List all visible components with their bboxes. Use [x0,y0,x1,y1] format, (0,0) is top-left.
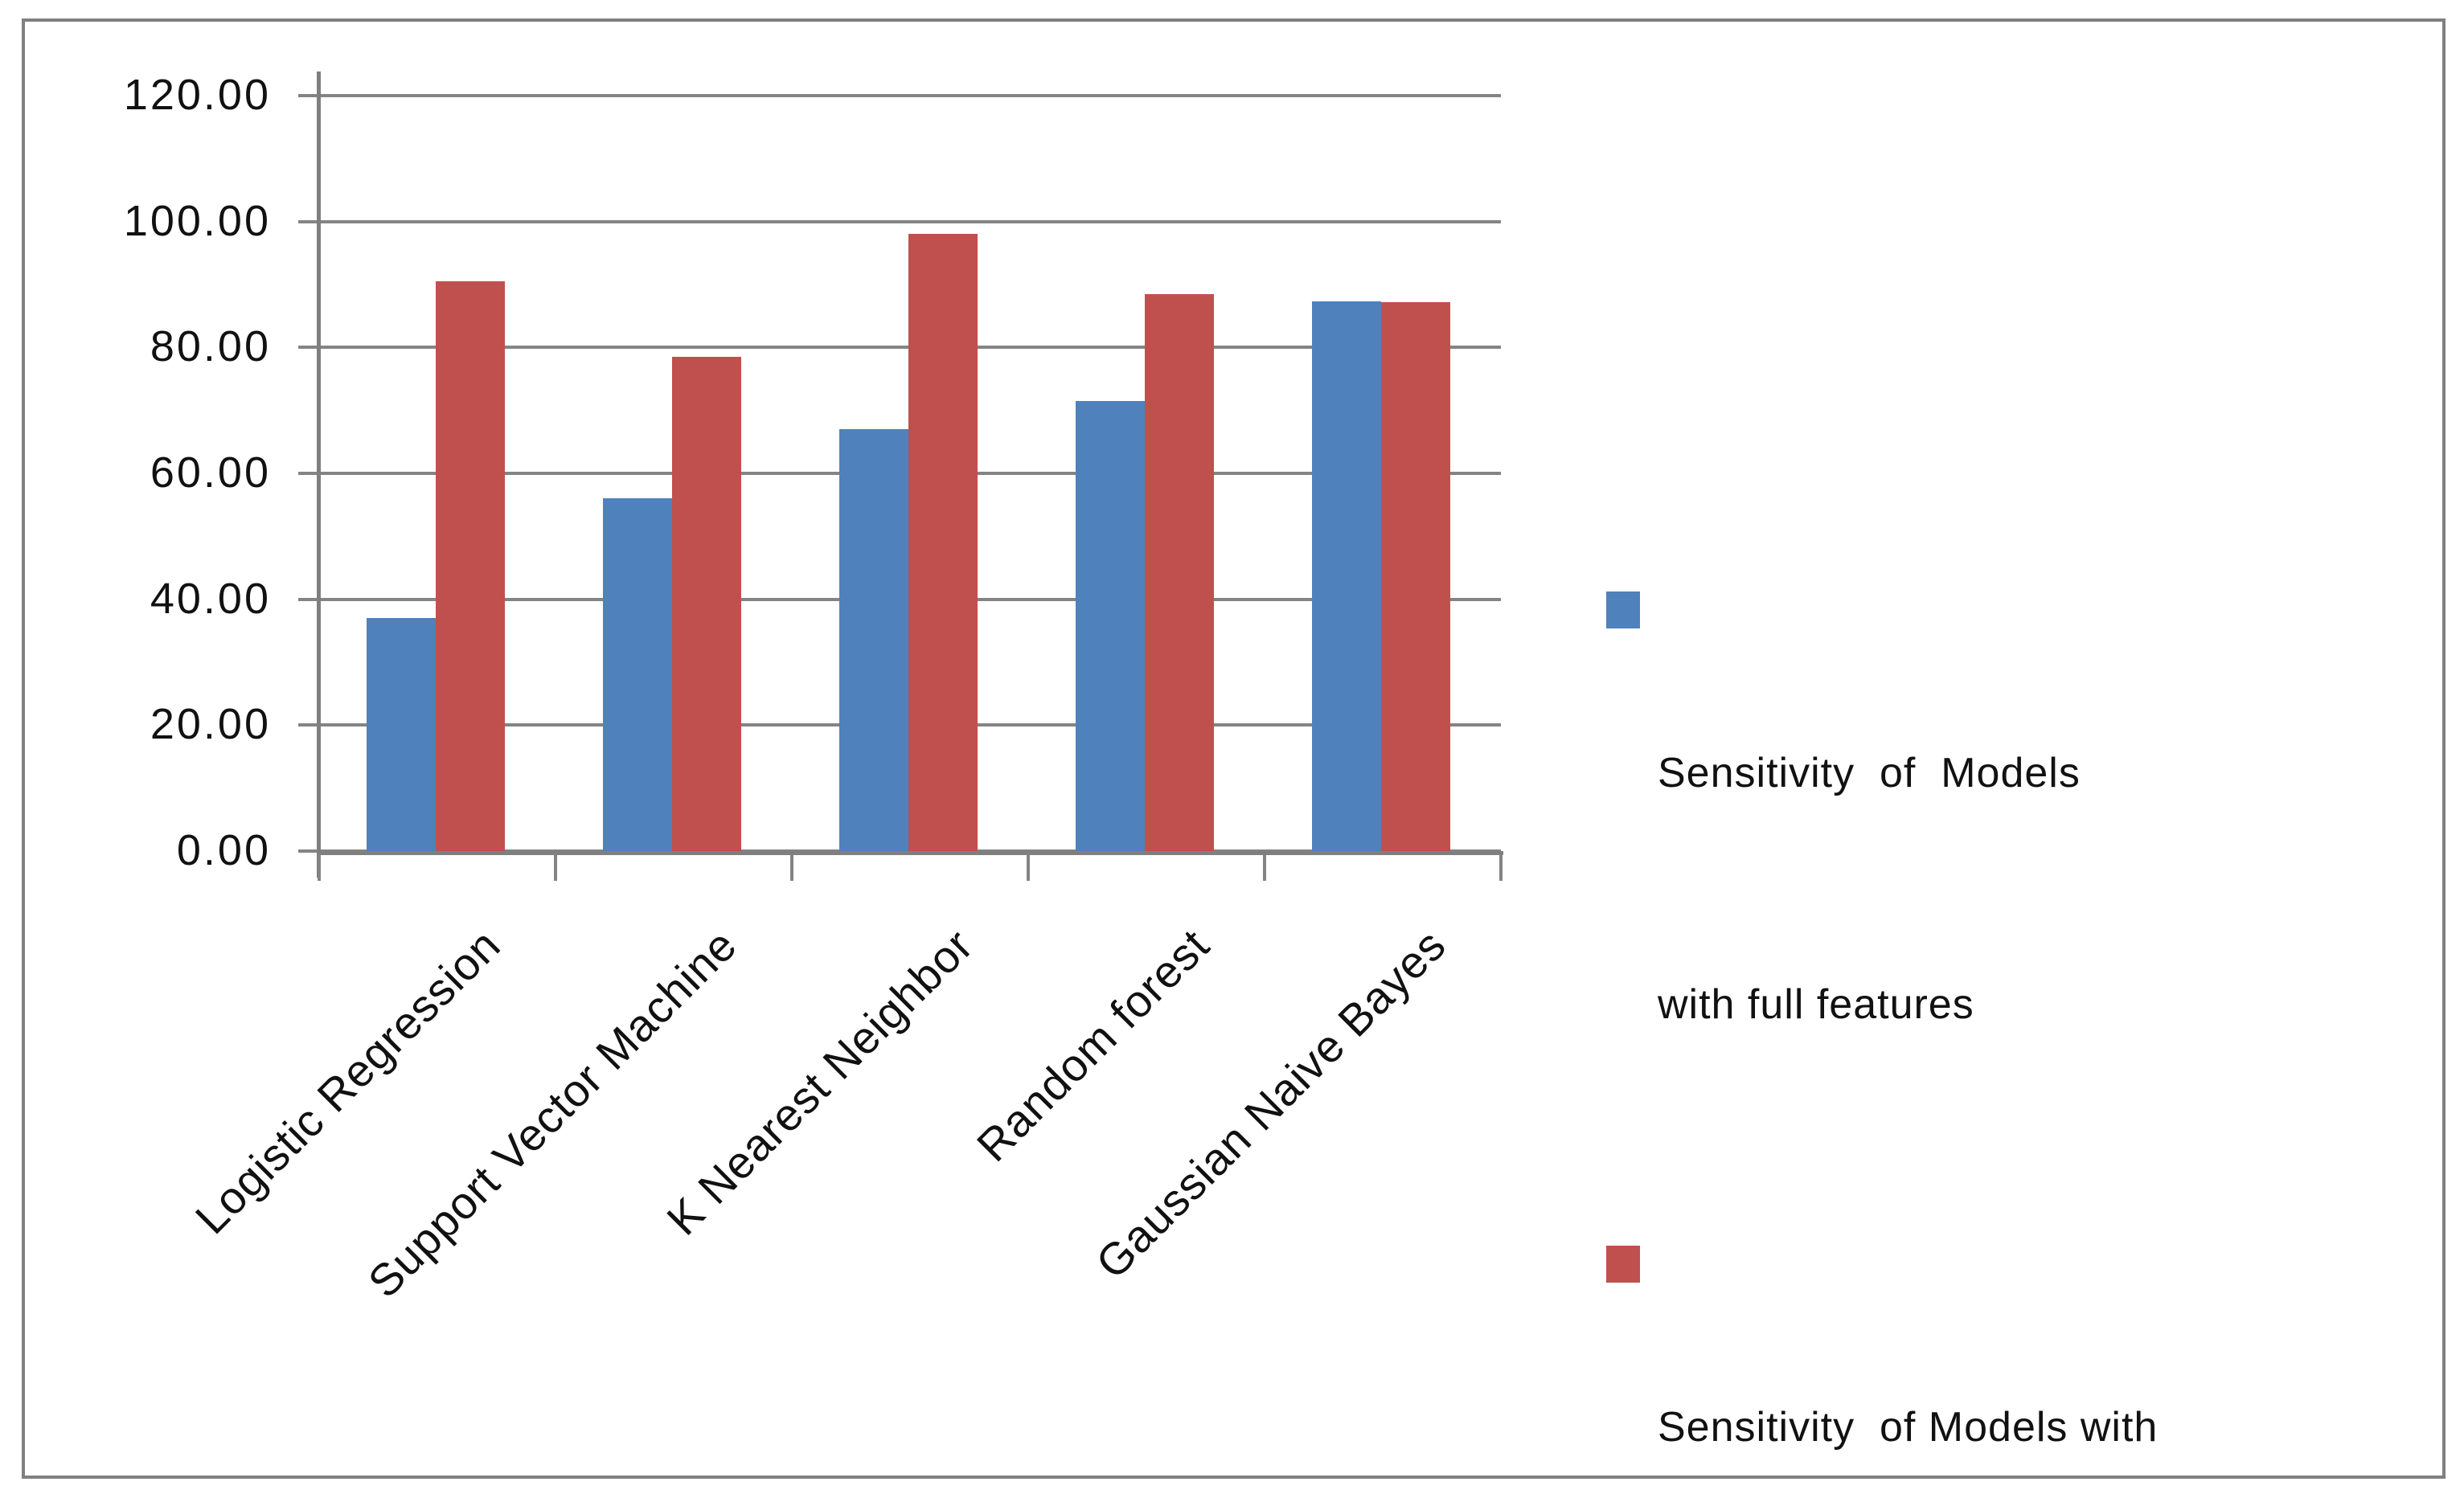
legend: Sensitivity of Models with full features… [1606,580,2158,1494]
bar-series1-k-nearest-neighbor [839,429,908,851]
plot-area [298,72,1503,881]
x-axis-tick [1263,854,1266,881]
y-axis-tick [298,597,319,601]
y-tick-label-20.00: 20.00 [150,700,271,749]
y-tick-label-120.00: 120.00 [123,71,271,119]
x-axis-tick [318,854,321,881]
bar-series1-gaussian-naive-bayes [1312,301,1381,851]
y-tick-label-40.00: 40.00 [150,574,271,623]
y-axis-tick [298,94,319,97]
legend-label-line: Sensitivity of Models with [1658,1404,2159,1451]
bar-series2-random-forest [1145,293,1214,851]
y-axis-tick [298,849,319,853]
legend-item-selected-fitted-features: Sensitivity of Models with selected fitt… [1606,1234,2158,1494]
bar-series2-k-nearest-neighbor [908,234,978,851]
legend-label: Sensitivity of Models with full features [1658,580,2081,1197]
bar-series2-gaussian-naive-bayes [1381,301,1450,851]
chart-frame-border [22,18,2446,1479]
x-axis-tick [554,854,557,881]
y-axis-tick [298,472,319,475]
y-tick-label-100.00: 100.00 [123,196,271,245]
x-axis-tick [1499,854,1503,881]
x-axis-tick [790,854,793,881]
bar-series2-support-vector-machine [672,357,741,851]
legend-swatch-blue [1606,591,1640,628]
bar-series1-random-forest [1076,400,1145,851]
y-axis-tick [298,219,319,223]
bar-series2-logistic-regression [436,281,505,851]
y-tick-label-80.00: 80.00 [150,322,271,371]
legend-label-line: Sensitivity of Models [1658,750,2081,796]
y-axis-tick-labels: 120.00 100.00 80.00 60.00 40.00 20.00 0.00 [0,71,277,874]
x-axis-tick [1027,854,1030,881]
bar-series1-logistic-regression [367,618,436,851]
gridline-100 [319,219,1501,223]
y-axis-line [317,72,321,878]
y-tick-label-0.00: 0.00 [176,826,271,874]
legend-label: Sensitivity of Models with selected fitt… [1658,1234,2158,1494]
y-axis-tick [298,723,319,727]
legend-swatch-red [1606,1246,1640,1283]
x-axis-line [317,851,1503,855]
gridline-120 [319,94,1501,97]
y-axis-tick [298,346,319,350]
legend-item-full-features: Sensitivity of Models with full features [1606,580,2158,1197]
y-tick-label-60.00: 60.00 [150,448,271,497]
legend-label-line: with full features [1658,981,1974,1028]
bar-series1-support-vector-machine [603,498,672,851]
